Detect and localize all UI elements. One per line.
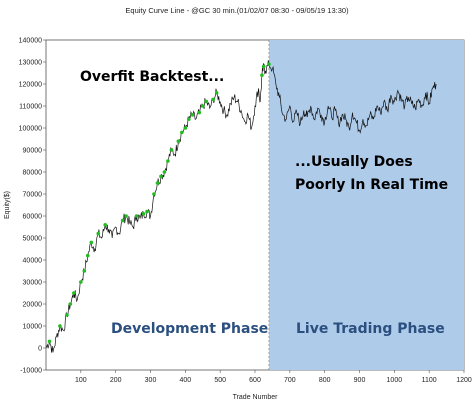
y-tick-label: 110000 [19,104,42,111]
y-tick-label: 30000 [23,280,43,287]
new-high-marker [145,209,149,214]
new-high-marker [169,148,174,152]
y-tick-label: 100000 [19,126,42,133]
x-axis-label: Trade Number [233,394,279,401]
new-high-marker [86,253,90,258]
x-tick-label: 300 [145,377,157,384]
y-tick-label: 120000 [19,82,42,89]
new-high-marker [187,117,191,121]
annotation-development-phase: Development Phase [111,321,268,337]
new-high-marker [141,212,146,216]
annotation-poorly-in-real-time: Poorly In Real Time [295,177,448,193]
annotation-live-trading-phase: Live Trading Phase [296,321,445,337]
new-high-marker [261,64,266,69]
series-equity-line [45,60,437,353]
y-tick-label: 60000 [23,214,43,221]
new-high-marker [214,91,219,95]
new-high-marker [82,269,87,273]
x-tick-label: 200 [110,377,122,384]
chart-title: Equity Curve Line - @GC 30 min.(01/02/07… [125,6,349,15]
y-tick-label: 140000 [19,38,42,45]
x-axis-ticks: 100 200 300 400 500 600 700 800 900 1000 1100 1200 [75,370,472,384]
x-tick-label: 700 [284,377,296,384]
y-tick-label: 90000 [23,148,43,155]
new-high-marker [211,97,215,102]
x-tick-label: 800 [319,377,331,384]
x-tick-label: 600 [249,377,261,384]
new-high-marker [260,73,264,77]
new-high-marker [134,214,139,218]
new-high-marker [197,110,202,115]
y-tick-label: 0 [38,346,42,353]
y-tick-label: 40000 [23,258,43,265]
x-tick-label: 1100 [422,377,437,384]
x-tick-label: 1200 [456,377,472,384]
new-high-marker [65,313,69,317]
new-high-marker [58,324,62,328]
y-tick-label: 50000 [23,236,43,243]
new-high-marker [200,104,205,108]
new-high-marker [180,130,184,135]
y-tick-label: 80000 [23,170,43,177]
new-high-marker [190,113,195,117]
new-high-marker [159,174,163,179]
y-tick-label: 70000 [23,192,43,199]
y-axis-ticks: -10000 0 10000 20000 30000 40000 50000 60000 700… [19,38,46,375]
new-high-marker [47,339,52,344]
new-high-marker [204,99,209,104]
new-high-marker [183,126,188,130]
y-axis-label: Equity($) [4,191,11,219]
new-high-marker [72,291,76,295]
x-tick-label: 1000 [387,377,403,384]
new-high-marker [103,223,108,227]
new-high-marker [166,159,170,163]
annotation-usually-does: ...Usually Does [295,154,413,170]
y-tick-label: 20000 [23,302,43,309]
new-high-marker [176,139,181,143]
x-tick-label: 400 [179,377,191,384]
x-tick-label: 100 [75,377,87,384]
y-tick-label: 130000 [19,60,42,67]
new-high-marker [155,181,160,185]
new-high-marker [79,280,83,284]
x-tick-label: 900 [354,377,366,384]
new-high-marker [267,62,271,66]
y-tick-label: 10000 [23,324,43,331]
x-tick-label: 500 [214,377,226,384]
new-high-marker [120,218,125,223]
new-high-marker [96,231,101,236]
new-high-markers [47,62,271,344]
new-high-marker [162,170,167,174]
new-high-marker [89,240,94,245]
new-high-marker [68,302,73,306]
annotation-overfit-backtest: Overfit Backtest... [80,69,224,85]
new-high-marker [152,192,156,196]
new-high-marker [124,214,128,218]
y-tick-label: -10000 [20,368,42,375]
